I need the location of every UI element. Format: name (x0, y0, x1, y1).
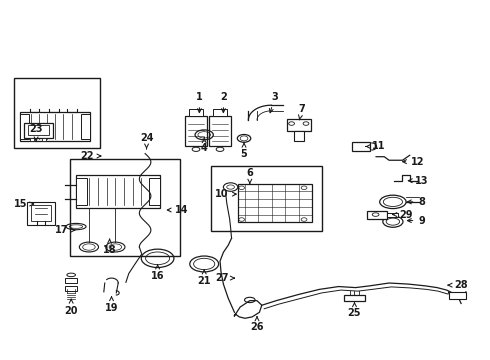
Bar (149, 178, 160, 206)
Text: 16: 16 (151, 265, 164, 281)
Bar (20, 112, 90, 141)
Bar (26, 202, 55, 225)
Text: 23: 23 (29, 124, 43, 141)
Text: 28: 28 (448, 280, 468, 290)
Text: 29: 29 (393, 210, 413, 220)
Text: 4: 4 (201, 138, 208, 153)
Text: 12: 12 (403, 157, 425, 167)
Bar (31, 206, 50, 221)
Bar (76, 178, 87, 206)
Text: 19: 19 (105, 297, 118, 313)
Text: 10: 10 (215, 189, 236, 199)
Text: 15: 15 (14, 199, 34, 209)
Text: 2: 2 (220, 92, 227, 113)
Bar (65, 278, 77, 283)
Bar (287, 119, 311, 131)
Bar (209, 116, 231, 146)
Text: 27: 27 (215, 273, 235, 283)
Text: 18: 18 (103, 239, 117, 255)
Text: 25: 25 (348, 302, 361, 318)
Bar (14, 78, 100, 148)
Text: 20: 20 (64, 299, 78, 315)
Bar (185, 116, 207, 146)
Text: 7: 7 (298, 104, 305, 120)
Text: 22: 22 (81, 151, 101, 161)
Bar (367, 211, 387, 219)
Bar (24, 123, 53, 138)
Bar (81, 114, 90, 139)
Text: 24: 24 (140, 133, 153, 149)
Text: 9: 9 (407, 216, 425, 226)
Bar (344, 294, 365, 301)
Bar (449, 292, 466, 299)
Text: 26: 26 (250, 317, 264, 333)
Text: 5: 5 (241, 143, 247, 158)
Bar (294, 131, 304, 141)
Bar (20, 114, 29, 139)
Text: 13: 13 (408, 176, 428, 186)
Bar (213, 109, 227, 116)
Text: 6: 6 (246, 168, 253, 184)
Bar (30, 138, 34, 141)
Bar (352, 141, 370, 152)
Bar (238, 184, 312, 222)
Text: 8: 8 (407, 197, 425, 207)
Bar (76, 175, 160, 208)
Bar (211, 166, 322, 231)
Bar (28, 125, 49, 135)
Text: 17: 17 (55, 225, 75, 235)
Text: 21: 21 (197, 270, 211, 285)
Text: 14: 14 (167, 205, 188, 215)
Bar (189, 109, 203, 116)
Bar (42, 138, 46, 141)
Bar (387, 213, 398, 217)
Text: 1: 1 (196, 92, 203, 113)
Bar (70, 159, 180, 256)
Bar (65, 286, 77, 291)
Text: 3: 3 (270, 92, 278, 113)
Text: 11: 11 (366, 141, 385, 152)
